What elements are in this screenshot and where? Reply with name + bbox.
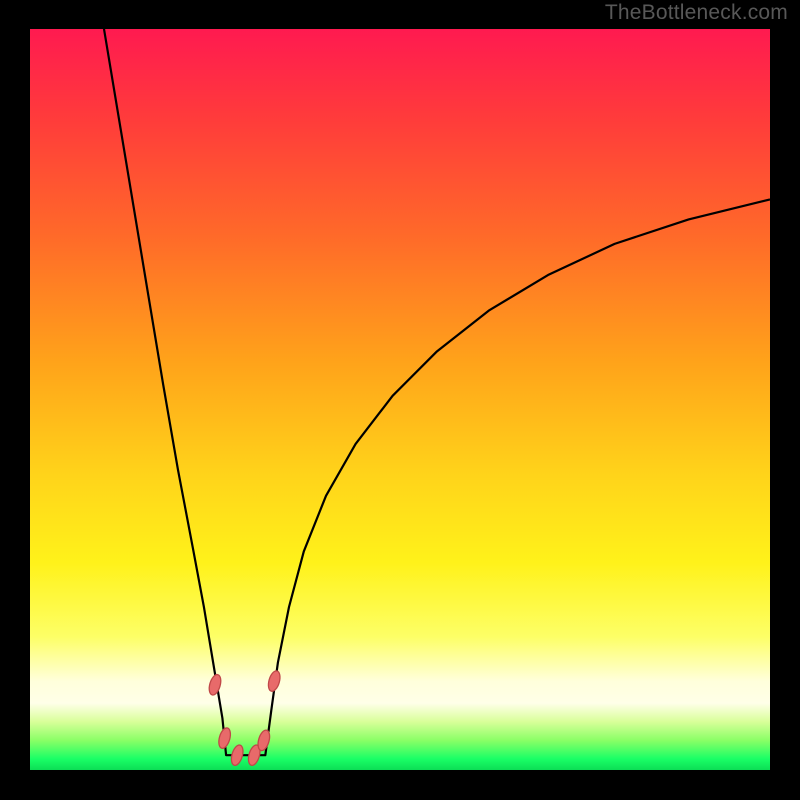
watermark-text: TheBottleneck.com: [605, 1, 788, 25]
bottleneck-chart: [0, 0, 800, 800]
plot-background: [30, 29, 770, 770]
chart-container: TheBottleneck.com: [0, 0, 800, 800]
